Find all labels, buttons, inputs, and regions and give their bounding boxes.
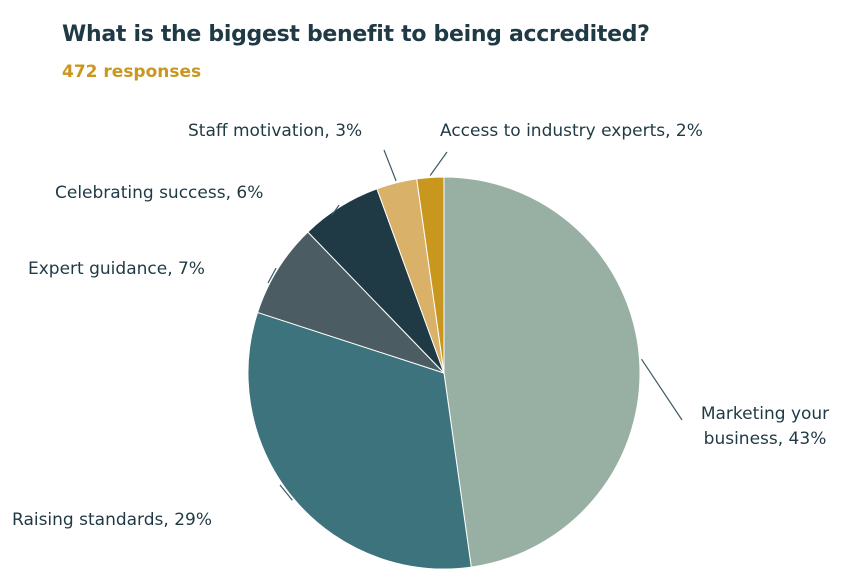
pie-slice <box>256 231 445 374</box>
pie-slice <box>247 311 472 570</box>
pie-slice <box>416 176 445 374</box>
leader-line <box>331 204 340 216</box>
data-label: Expert guidance, 7% <box>28 259 205 279</box>
data-label: Celebrating success, 6% <box>55 183 264 203</box>
pie-slice <box>443 176 641 568</box>
leader-line <box>429 151 448 176</box>
leader-line <box>641 358 683 421</box>
data-label: Raising standards, 29% <box>12 510 212 530</box>
leader-line <box>279 484 293 501</box>
chart-subtitle: 472 responses <box>62 62 202 82</box>
leader-line <box>267 267 277 284</box>
data-label: Staff motivation, 3% <box>188 121 363 141</box>
chart-title: What is the biggest benefit to being acc… <box>62 22 650 47</box>
leader-line <box>383 149 397 182</box>
data-label: Marketing your business, 43% <box>700 404 830 449</box>
data-label: Access to industry experts, 2% <box>440 121 703 141</box>
